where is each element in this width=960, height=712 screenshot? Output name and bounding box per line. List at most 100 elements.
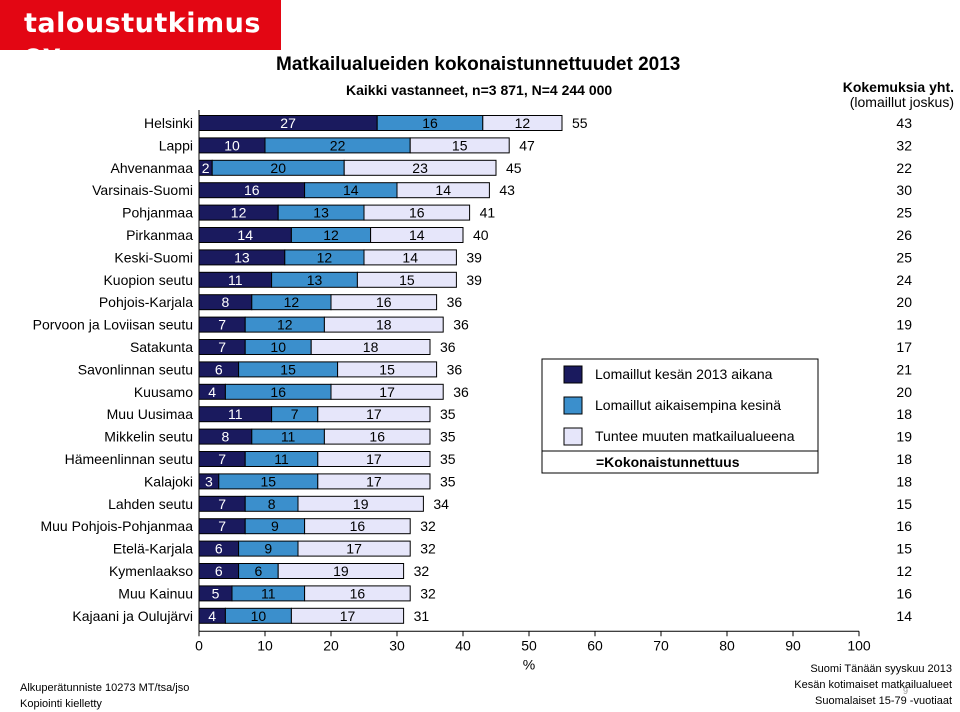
experience-total: 26 (896, 227, 912, 243)
bar-value-label: 17 (379, 384, 395, 400)
category-label: Kajaani ja Oulujärvi (72, 608, 193, 624)
experience-total: 12 (896, 563, 912, 579)
bar-value-label: 11 (228, 272, 243, 288)
experience-total: 25 (896, 249, 912, 265)
total-label: 36 (453, 384, 469, 400)
footer-topic: Kesän kotimaiset matkailualueet (794, 679, 952, 691)
experience-header: Kokemuksia yht. (lomaillut joskus) (843, 80, 954, 110)
total-label: 39 (466, 249, 482, 265)
bar-value-label: 11 (261, 585, 276, 601)
category-label: Lappi (159, 137, 193, 153)
bar-value-label: 16 (422, 115, 438, 131)
experience-total: 18 (896, 473, 912, 489)
experience-total: 16 (896, 518, 912, 534)
category-label: Savonlinnan seutu (78, 361, 193, 377)
total-label: 35 (440, 451, 456, 467)
bar-value-label: 15 (452, 137, 468, 153)
category-label: Satakunta (130, 339, 193, 355)
bar-value-label: 7 (291, 406, 299, 422)
legend-label: Lomaillut kesän 2013 aikana (595, 366, 773, 382)
bar-value-label: 13 (307, 272, 323, 288)
bar-segment (330, 294, 438, 311)
bar-value-label: 10 (270, 339, 286, 355)
total-legend-box (541, 450, 819, 474)
bar-value-label: 12 (231, 205, 247, 221)
bar-value-label: 15 (261, 473, 277, 489)
bar-value-label: 6 (215, 361, 223, 377)
experience-total: 20 (896, 384, 912, 400)
total-label: 36 (447, 361, 463, 377)
bar-value-label: 12 (277, 317, 293, 333)
bar-segment (396, 182, 490, 199)
chart-title: Matkailualueiden kokonaistunnettuudet 20… (276, 54, 681, 75)
bar-value-label: 9 (271, 518, 279, 534)
logo-text: taloustutkimus oy (24, 8, 261, 70)
experience-total: 17 (896, 339, 912, 355)
total-label: 32 (420, 585, 436, 601)
footer-copyright: Kopiointi kielletty (20, 698, 102, 710)
experience-total: 21 (896, 361, 912, 377)
experience-total: 18 (896, 406, 912, 422)
bar-value-label: 7 (218, 451, 226, 467)
category-label: Mikkelin seutu (104, 429, 193, 445)
bar-value-label: 8 (268, 496, 276, 512)
bar-value-label: 5 (212, 585, 220, 601)
bar-value-label: 17 (366, 406, 382, 422)
bar-value-label: 17 (346, 541, 362, 557)
bar-value-label: 17 (340, 608, 356, 624)
x-tick-label: 30 (389, 637, 405, 653)
bar-value-label: 4 (208, 384, 216, 400)
bar-value-label: 10 (224, 137, 240, 153)
bar-value-label: 19 (353, 496, 369, 512)
bar-value-label: 11 (281, 429, 296, 445)
page-number: 9 (903, 686, 909, 696)
experience-total: 19 (896, 317, 912, 333)
experience-total: 15 (896, 541, 912, 557)
bar-segment (317, 451, 431, 467)
bar-segment (317, 473, 431, 490)
bar-segment (304, 518, 411, 535)
experience-total: 20 (896, 294, 912, 310)
bar-segment (297, 495, 424, 512)
x-tick-label: 60 (587, 637, 603, 653)
total-label: 40 (473, 227, 489, 243)
bar-segment (363, 204, 471, 221)
total-label: 32 (420, 541, 436, 557)
experience-total: 43 (896, 115, 912, 131)
total-label: 55 (572, 115, 588, 131)
bar-value-label: 7 (218, 518, 226, 534)
category-label: Kymenlaakso (109, 563, 193, 579)
category-label: Kuusamo (134, 384, 193, 400)
bar-value-label: 8 (222, 429, 230, 445)
bar-value-label: 16 (244, 182, 260, 198)
experience-total: 25 (896, 205, 912, 221)
bar-value-label: 15 (399, 272, 415, 288)
category-label: Ahvenanmaa (110, 160, 193, 176)
total-label: 47 (519, 137, 535, 153)
bar-value-label: 15 (379, 361, 395, 377)
bar-value-label: 16 (376, 294, 392, 310)
bar-value-label: 14 (343, 182, 359, 198)
x-axis-title: % (523, 656, 535, 672)
category-label: Muu Pohjois-Pohjanmaa (40, 518, 193, 534)
category-label: Pohjois-Karjala (99, 294, 193, 310)
category-label: Porvoon ja Loviisan seutu (33, 317, 193, 333)
legend-box (541, 358, 819, 456)
total-label: 35 (440, 406, 456, 422)
bar-value-label: 10 (251, 608, 267, 624)
bar-value-label: 7 (218, 317, 226, 333)
bar-value-label: 16 (409, 205, 425, 221)
x-tick-label: 100 (847, 637, 871, 653)
bar-value-label: 11 (274, 451, 289, 467)
x-tick-label: 80 (719, 637, 735, 653)
bar-value-label: 6 (215, 541, 223, 557)
bar-segment (363, 249, 457, 266)
bar-value-label: 12 (284, 294, 300, 310)
bar-value-label: 9 (264, 541, 272, 557)
category-label: Keski-Suomi (114, 249, 193, 265)
total-label: 43 (499, 182, 515, 198)
brand-logo: taloustutkimus oy (0, 0, 281, 70)
bar-value-label: 22 (330, 137, 346, 153)
experience-total: 22 (896, 160, 912, 176)
bar-value-label: 18 (363, 339, 379, 355)
